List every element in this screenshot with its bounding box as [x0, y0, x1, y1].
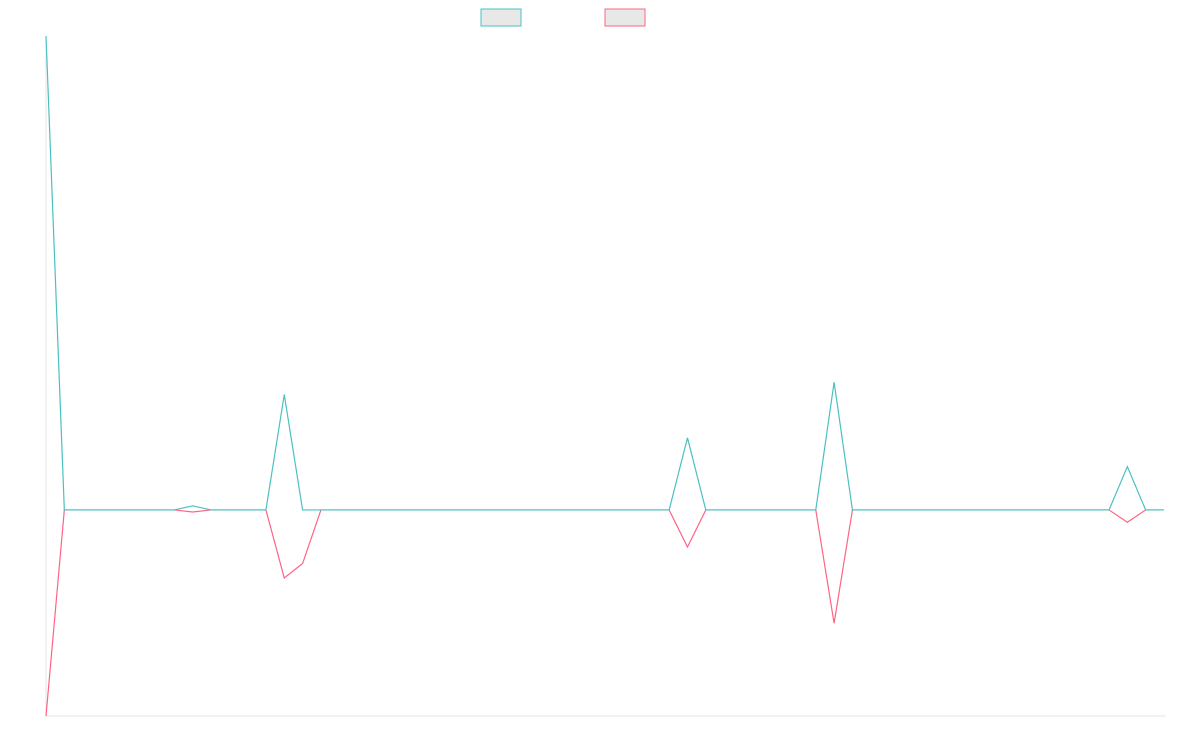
legend-swatch [480, 8, 522, 27]
series-line [45, 509, 1164, 717]
legend-swatch [604, 8, 646, 27]
series-line [45, 35, 1164, 511]
